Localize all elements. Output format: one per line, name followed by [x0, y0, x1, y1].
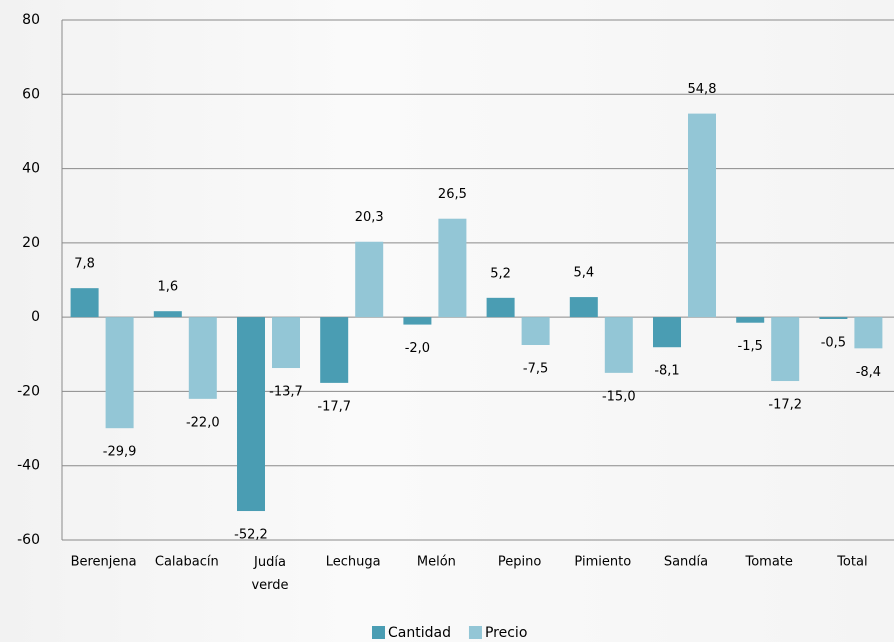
y-tick-label: 80 [22, 12, 40, 28]
x-tick-label: Sandía [664, 555, 708, 570]
bar [188, 317, 217, 399]
bar [105, 317, 134, 429]
y-tick-label: 60 [22, 86, 40, 102]
y-tick-label: 0 [31, 309, 40, 325]
bar [688, 113, 716, 318]
bar [403, 317, 432, 325]
value-label: 1,6 [157, 280, 178, 295]
x-tick-label: Pepino [498, 555, 541, 570]
bar [521, 317, 550, 345]
legend-swatch [372, 626, 385, 639]
bar [320, 317, 349, 383]
x-tick-label: Melón [417, 555, 456, 570]
x-tick-label: Calabacín [155, 555, 219, 570]
value-label: -22,0 [186, 415, 220, 430]
x-tick-label: Berenjena [71, 555, 137, 570]
value-label: -15,0 [602, 389, 636, 404]
value-label: 7,8 [74, 257, 95, 272]
bar [438, 218, 467, 318]
bar [653, 317, 681, 348]
value-label: 5,4 [573, 266, 594, 281]
bar [272, 317, 300, 369]
value-label: -17,2 [768, 398, 802, 413]
y-tick-label: 20 [22, 235, 40, 251]
bar [569, 297, 598, 318]
value-label: 26,5 [438, 187, 467, 202]
bar [153, 311, 182, 318]
bar [854, 317, 883, 349]
value-label: -13,7 [269, 385, 303, 400]
y-tick-label: -60 [17, 532, 40, 548]
value-label: -7,5 [523, 362, 548, 377]
y-tick-label: -20 [17, 383, 40, 399]
bar [70, 288, 99, 318]
value-label: -29,9 [103, 445, 137, 460]
value-label: 5,2 [490, 266, 511, 281]
bar [237, 317, 265, 512]
value-label: 54,8 [688, 82, 717, 97]
value-label: -0,5 [821, 336, 846, 351]
value-label: -17,7 [317, 399, 351, 414]
bar [355, 241, 384, 318]
y-tick-label: 40 [22, 161, 40, 177]
legend-label: Precio [485, 625, 527, 641]
legend-swatch [468, 626, 482, 639]
value-label: -52,2 [234, 528, 268, 543]
bar [604, 317, 633, 373]
x-tick-label: Judía verde [251, 555, 288, 593]
value-label: -1,5 [738, 339, 763, 354]
bar [819, 317, 848, 319]
y-tick-label: -40 [17, 458, 40, 474]
x-tick-label: Total [836, 555, 867, 570]
x-tick-label: Lechuga [326, 555, 381, 570]
value-label: -8,1 [654, 364, 679, 379]
x-tick-label: Tomate [744, 555, 792, 570]
legend-label: Cantidad [388, 625, 451, 641]
bar [771, 317, 800, 382]
value-label: -8,4 [856, 365, 881, 380]
bar [486, 297, 515, 318]
bar [736, 317, 765, 323]
value-label: -2,0 [405, 341, 430, 356]
value-label: 20,3 [355, 210, 384, 225]
x-tick-label: Pimiento [574, 555, 631, 570]
